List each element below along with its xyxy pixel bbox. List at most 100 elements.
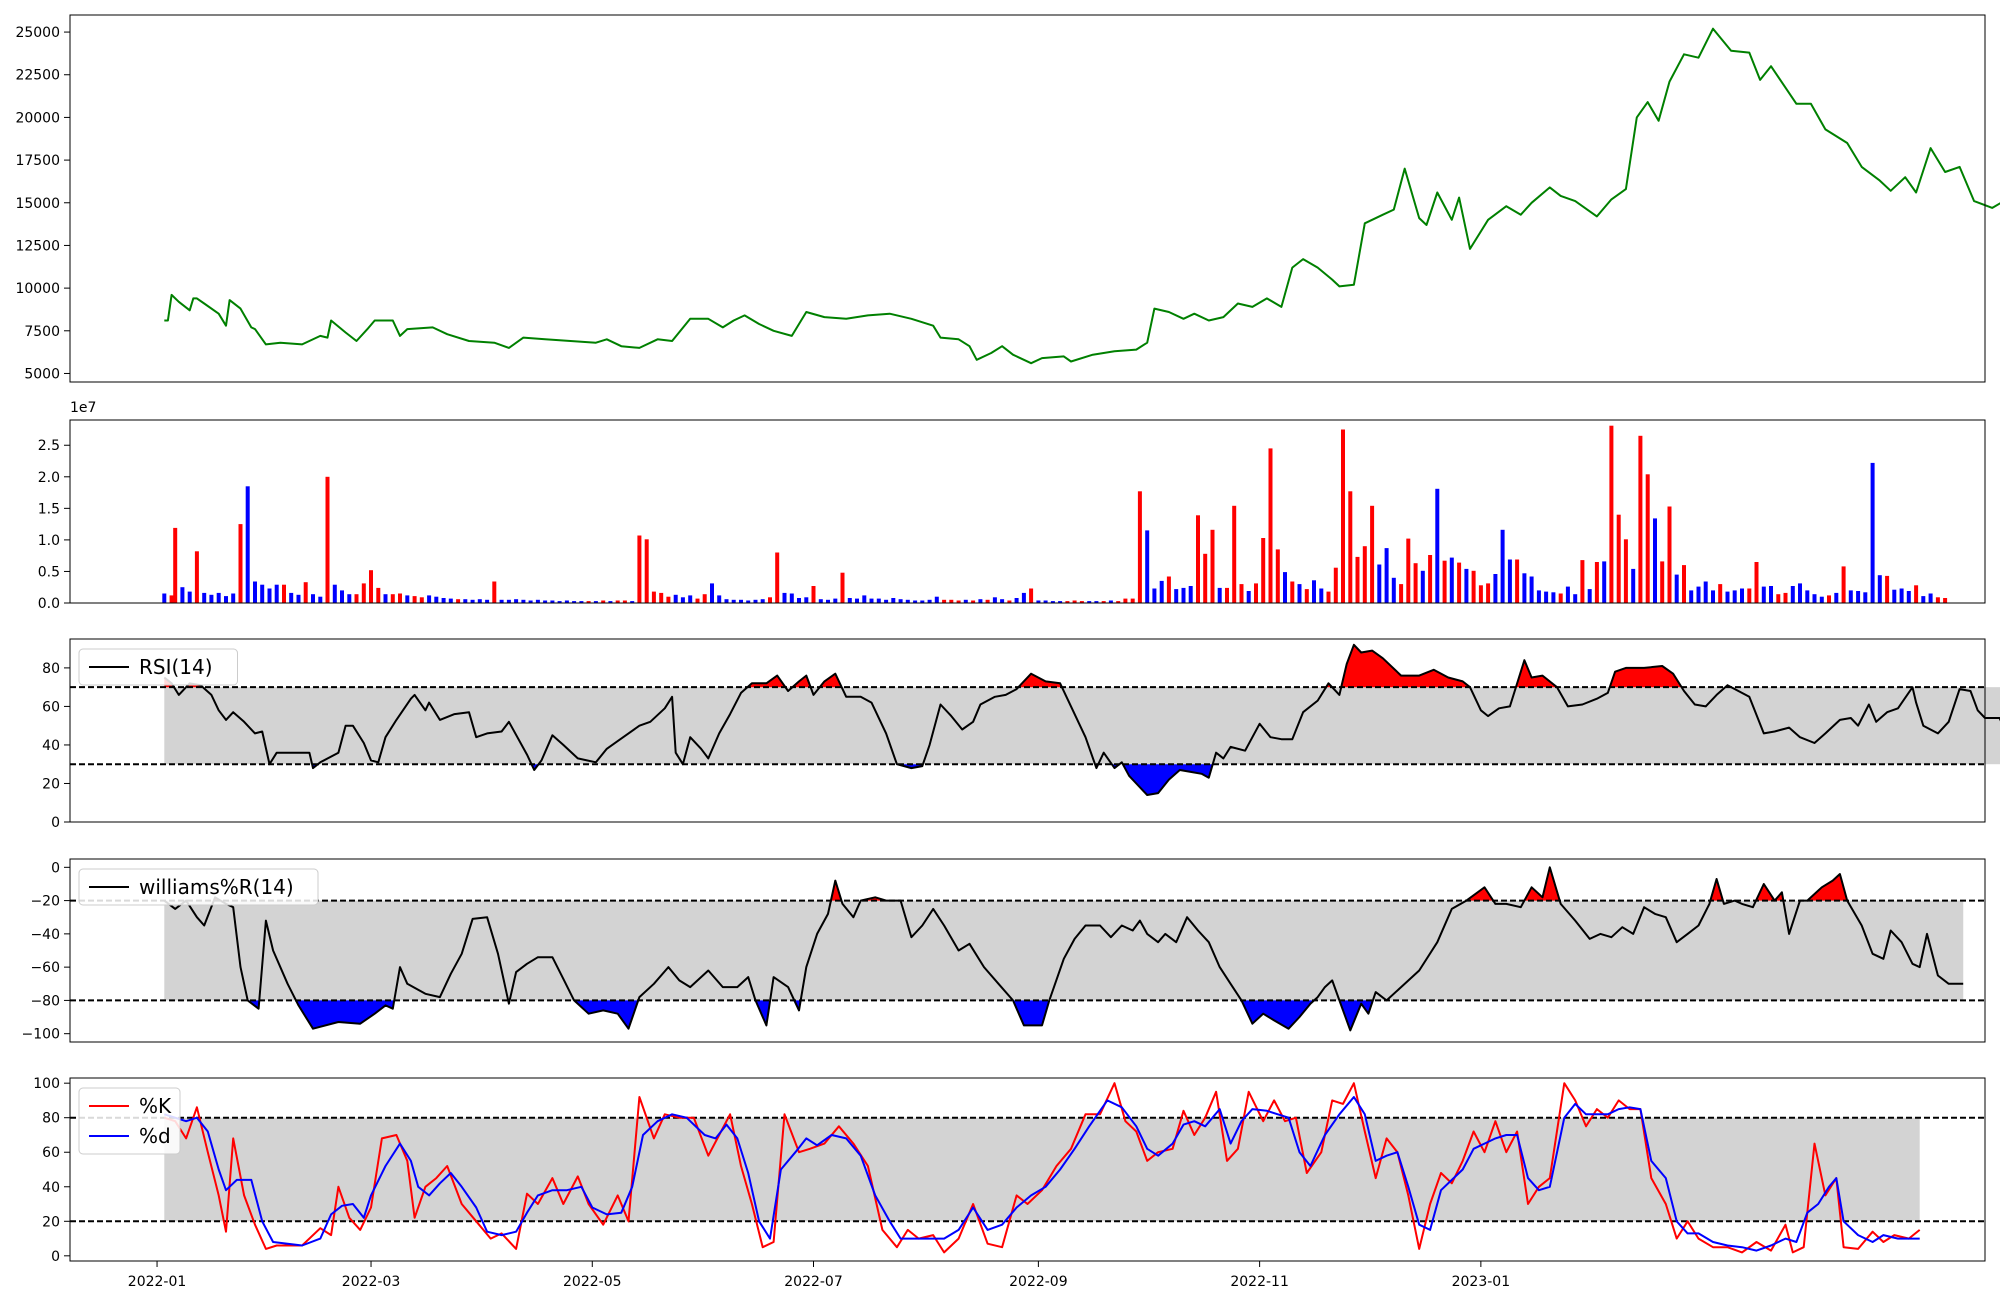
volume-bar — [1275, 549, 1280, 603]
volume-bar — [855, 598, 859, 603]
volume-bar — [1326, 591, 1331, 603]
x-tick-label: 2022-11 — [1230, 1274, 1289, 1290]
volume-bar — [169, 595, 174, 603]
x-tick-label: 2022-07 — [784, 1274, 843, 1290]
volume-bar — [1877, 575, 1882, 603]
volume-bar — [1058, 601, 1063, 603]
y-tick-label: 40 — [42, 738, 60, 754]
volume-bar — [1007, 600, 1012, 603]
volume-bar — [557, 601, 562, 603]
overbought-fill — [1756, 884, 1775, 901]
volume-bar — [1297, 584, 1302, 603]
volume-bar — [296, 594, 301, 603]
volume-bar — [1790, 586, 1795, 603]
volume-bar — [245, 486, 250, 603]
volume-bar — [622, 600, 627, 603]
volume-bar — [1094, 601, 1099, 603]
volume-bar — [724, 599, 729, 603]
volume-bar — [238, 524, 243, 603]
volume-bar — [1108, 600, 1113, 603]
volume-bar — [1442, 560, 1447, 603]
volume-bar — [1754, 562, 1759, 603]
volume-bar — [456, 599, 461, 603]
volume-bar — [1500, 529, 1505, 603]
volume-bar — [1268, 448, 1273, 603]
band-fill — [164, 687, 2000, 765]
y-tick-label: 20 — [42, 776, 60, 792]
volume-bar — [1580, 560, 1585, 603]
y-tick-label: 2.5 — [38, 438, 60, 454]
overbought-fill — [1018, 673, 1062, 688]
volume-bar — [1348, 491, 1353, 603]
volume-bar — [383, 594, 388, 603]
legend-label: RSI(14) — [139, 655, 213, 679]
volume-bar — [209, 594, 214, 603]
volume-bar — [818, 599, 823, 603]
volume-bar — [797, 598, 801, 603]
volume-bar — [187, 591, 192, 603]
volume-bar — [434, 596, 439, 603]
volume-bar — [1725, 591, 1730, 603]
volume-bar — [1043, 600, 1048, 603]
volume-bar — [702, 594, 707, 603]
volume-bar — [1827, 595, 1831, 603]
volume-bar — [1805, 590, 1810, 603]
volume-bar — [282, 584, 286, 603]
volume-bar — [1420, 570, 1425, 603]
volume-bar — [1856, 591, 1861, 603]
volume-bar — [162, 593, 167, 603]
volume-bar — [376, 587, 381, 603]
y-tick-label: −80 — [30, 993, 60, 1009]
overbought-fill — [747, 675, 786, 688]
volume-bar — [1130, 598, 1135, 603]
volume-bar — [949, 599, 954, 603]
volume-bar — [1696, 586, 1701, 603]
y-tick-label: 100 — [33, 1076, 60, 1092]
volume-bar — [564, 600, 569, 603]
volume-bar — [811, 586, 816, 603]
volume-bar — [898, 599, 903, 603]
volume-bar — [1551, 592, 1556, 603]
volume-bar — [1783, 592, 1788, 603]
volume-bar — [586, 601, 591, 603]
volume-bar — [253, 581, 257, 603]
volume-bar — [942, 599, 947, 603]
volume-bar — [615, 600, 620, 603]
oversold-fill — [1241, 1000, 1314, 1029]
volume-bar — [1435, 488, 1440, 603]
y-tick-label: 10000 — [15, 281, 60, 297]
volume-bar — [1507, 559, 1512, 603]
y-tick-label: 12500 — [15, 238, 60, 254]
volume-bar — [1428, 555, 1433, 603]
panel-2: 0.0 0.5 1.0 1.5 2.0 2.5 1e7 — [38, 400, 1986, 612]
volume-bar — [347, 594, 352, 603]
volume-bar — [390, 594, 395, 603]
volume-bar — [876, 598, 881, 603]
volume-bar — [1377, 564, 1382, 603]
volume-bar — [361, 583, 366, 603]
volume-bar — [1333, 567, 1338, 603]
legend-label: %d — [139, 1124, 171, 1148]
volume-bar — [1304, 589, 1309, 603]
y-tick-label: 40 — [42, 1180, 60, 1196]
volume-bar — [1529, 576, 1534, 603]
y-tick-label: −60 — [30, 960, 60, 976]
volume-bar — [1399, 584, 1404, 603]
volume-bar — [659, 592, 664, 603]
volume-bar — [1050, 601, 1055, 603]
volume-bar — [1834, 592, 1839, 603]
panel-frame — [69, 858, 1986, 1043]
volume-bar — [506, 599, 511, 603]
oversold-fill — [574, 1000, 639, 1029]
volume-bar — [760, 599, 765, 603]
volume-bar — [1319, 588, 1324, 603]
y-tick-label: 0.5 — [38, 564, 60, 580]
x-tick-label: 2022-05 — [563, 1274, 622, 1290]
y-tick-label: −20 — [30, 894, 60, 910]
volume-bar — [260, 584, 265, 603]
volume-bar — [884, 599, 889, 603]
volume-bar — [1478, 585, 1483, 603]
price-line — [164, 27, 2000, 365]
volume-bar — [1457, 562, 1462, 603]
panel-1: 5000 7500 10000 12500 15000 17500 20000 22500 25… — [15, 14, 2000, 383]
